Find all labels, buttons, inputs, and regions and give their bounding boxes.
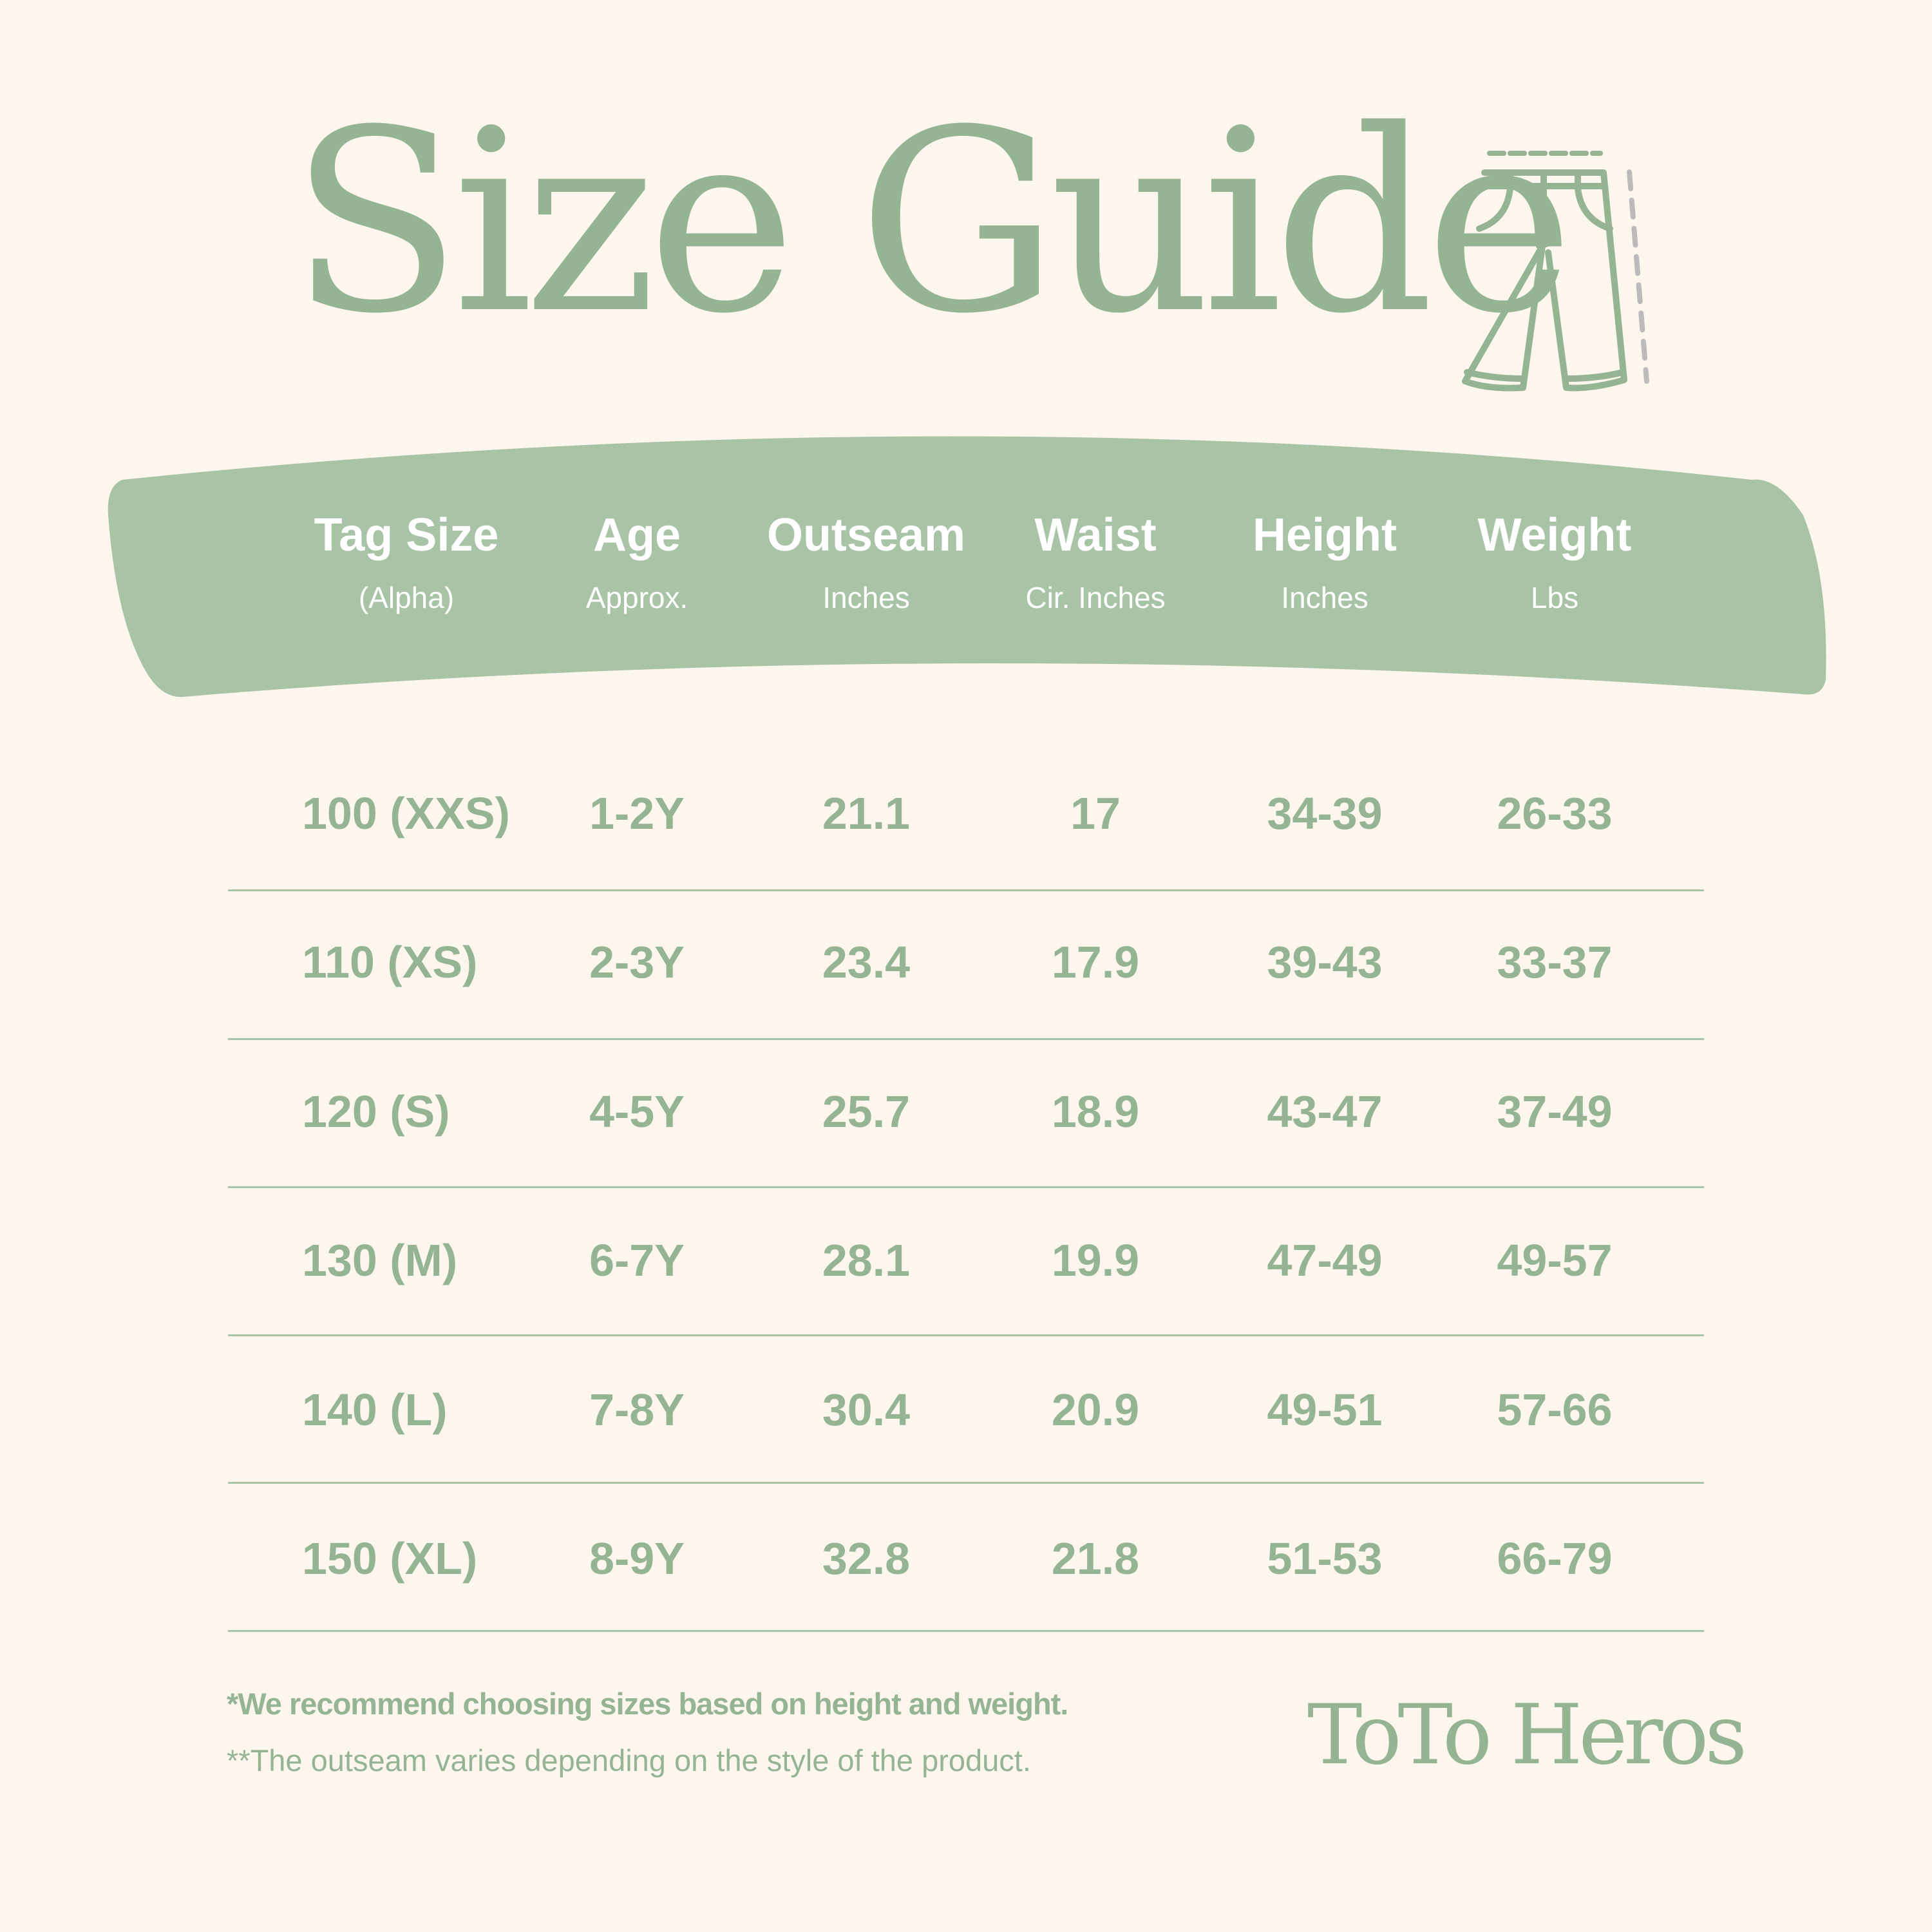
- table-cell: 57-66: [1497, 1385, 1613, 1435]
- table-row: 120 (S) 4-5Y 25.7 18.9 43-47 37-49: [0, 1079, 1932, 1144]
- table-cell: 8-9Y: [589, 1533, 685, 1584]
- table-cell: 37-49: [1497, 1086, 1613, 1137]
- table-row: 130 (M) 6-7Y 28.1 19.9 47-49 49-57: [0, 1228, 1932, 1293]
- table-row: 150 (XL) 8-9Y 32.8 21.8 51-53 66-79: [0, 1526, 1932, 1591]
- row-divider: [228, 1482, 1704, 1484]
- table-cell: 19.9: [1051, 1235, 1140, 1285]
- table-cell: 49-51: [1267, 1385, 1383, 1435]
- table-row: 110 (XS) 2-3Y 23.4 17.9 39-43 33-37: [0, 930, 1932, 994]
- row-divider: [228, 1334, 1704, 1336]
- table-cell: 30.4: [822, 1385, 911, 1435]
- table-cell: 2-3Y: [589, 937, 685, 987]
- table-cell: 39-43: [1267, 937, 1383, 987]
- row-divider: [228, 1186, 1704, 1188]
- brand-logo: ToTo Heros: [1307, 1687, 1747, 1783]
- table-cell: 120 (S): [302, 1086, 450, 1137]
- table-cell: 23.4: [822, 937, 911, 987]
- table-cell: 7-8Y: [589, 1385, 685, 1435]
- footnote-recommendation: *We recommend choosing sizes based on he…: [227, 1687, 1068, 1721]
- table-cell: 17.9: [1051, 937, 1140, 987]
- footnote-outseam: **The outseam varies depending on the st…: [227, 1743, 1031, 1777]
- table-cell: 66-79: [1497, 1533, 1613, 1584]
- table-cell: 32.8: [822, 1533, 911, 1584]
- table-cell: 150 (XL): [302, 1533, 478, 1584]
- table-cell: 26-33: [1497, 788, 1613, 838]
- table-cell: 25.7: [822, 1086, 911, 1137]
- row-divider: [228, 1038, 1704, 1040]
- table-cell: 33-37: [1497, 937, 1613, 987]
- table-cell: 130 (M): [302, 1235, 458, 1285]
- table-cell: 100 (XXS): [302, 788, 510, 838]
- table-cell: 34-39: [1267, 788, 1383, 838]
- table-row: 140 (L) 7-8Y 30.4 20.9 49-51 57-66: [0, 1378, 1932, 1442]
- row-divider: [228, 1630, 1704, 1632]
- table-cell: 6-7Y: [589, 1235, 685, 1285]
- pants-icon: [1462, 151, 1649, 392]
- table-cell: 49-57: [1497, 1235, 1613, 1285]
- table-cell: 28.1: [822, 1235, 911, 1285]
- table-cell: 17: [1070, 788, 1121, 838]
- table-cell: 140 (L): [302, 1385, 448, 1435]
- header-band: [108, 436, 1826, 697]
- table-cell: 1-2Y: [589, 788, 685, 838]
- row-divider: [228, 889, 1704, 891]
- table-cell: 51-53: [1267, 1533, 1383, 1584]
- table-cell: 21.8: [1051, 1533, 1140, 1584]
- table-cell: 21.1: [822, 788, 911, 838]
- table-row: 100 (XXS) 1-2Y 21.1 17 34-39 26-33: [0, 781, 1932, 846]
- table-cell: 43-47: [1267, 1086, 1383, 1137]
- table-cell: 20.9: [1051, 1385, 1140, 1435]
- table-cell: 110 (XS): [302, 937, 478, 987]
- table-cell: 47-49: [1267, 1235, 1383, 1285]
- table-cell: 18.9: [1051, 1086, 1140, 1137]
- page-title: Size Guide: [290, 76, 1574, 368]
- table-cell: 4-5Y: [589, 1086, 685, 1137]
